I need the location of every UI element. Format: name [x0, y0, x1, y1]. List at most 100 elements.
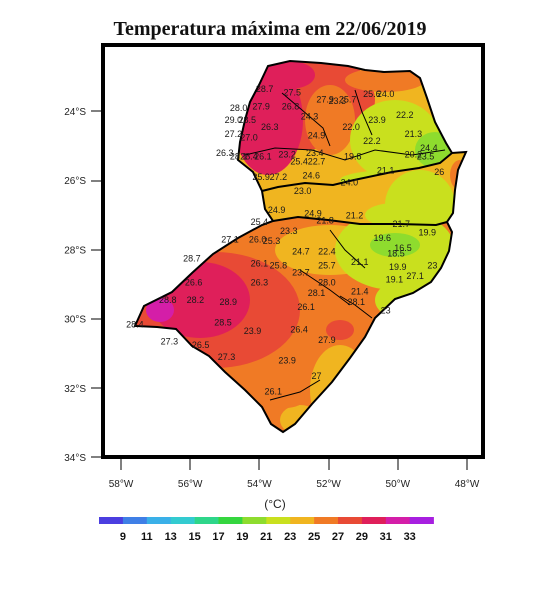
- station-value: 28.4: [240, 151, 258, 161]
- colorbar-segment: [146, 517, 171, 524]
- colorbar-segment: [122, 517, 148, 524]
- station-value: 23: [427, 260, 437, 270]
- station-value: 24.3: [301, 112, 319, 122]
- station-value: 21.1: [377, 165, 395, 175]
- station-value: 24.0: [341, 177, 359, 187]
- station-value: 26.3: [261, 122, 279, 132]
- latitude-tick-label: 26°S: [64, 176, 86, 187]
- station-value: 25.6: [363, 89, 381, 99]
- station-value: 19.6: [373, 233, 391, 243]
- longitude-labels: 58°W 56°W 54°W 52°W 50°W 48°W: [109, 479, 480, 490]
- station-value: 27: [311, 371, 321, 381]
- station-value: 27.5: [284, 87, 302, 97]
- station-value: 25.9: [252, 172, 270, 182]
- station-value: 28.1: [308, 288, 326, 298]
- station-value: 22.2: [396, 110, 414, 120]
- station-value: 19.1: [386, 274, 404, 284]
- station-value: 24.9: [268, 205, 286, 215]
- axis-ticks: [91, 110, 468, 470]
- colorbar-label: 11: [141, 531, 153, 543]
- longitude-tick-label: 58°W: [109, 479, 134, 490]
- station-value: 28.0: [318, 278, 336, 288]
- station-value: 29.0: [225, 115, 243, 125]
- station-value: 24.7: [292, 247, 310, 257]
- station-value: 27.9: [318, 335, 336, 345]
- latitude-tick-label: 24°S: [64, 107, 86, 118]
- station-value: 21.1: [351, 257, 369, 267]
- station-value: 27.1: [406, 271, 424, 281]
- station-value: 26.1: [264, 387, 282, 397]
- colorbar-segment: [314, 517, 339, 524]
- colorbar-label: 29: [356, 531, 368, 543]
- colorbar-segment: [290, 517, 315, 524]
- station-value: 22.0: [342, 122, 360, 132]
- station-value: 19.9: [389, 262, 407, 272]
- station-value: 26.1: [297, 302, 315, 312]
- colorbar-segment: [409, 517, 434, 524]
- station-value: 24.6: [303, 170, 321, 180]
- station-value: 28.5: [214, 318, 232, 328]
- colorbar-segment: [170, 517, 195, 524]
- station-value: 25.4: [290, 157, 308, 167]
- longitude-tick-label: 48°W: [455, 479, 480, 490]
- station-value: 28.8: [159, 295, 177, 305]
- station-value: 26.8: [282, 101, 300, 111]
- station-value: 28.2: [187, 295, 205, 305]
- station-value: 23.9: [368, 115, 386, 125]
- longitude-tick-label: 52°W: [316, 479, 341, 490]
- station-value: 23.2: [278, 150, 296, 160]
- station-value: 19.8: [344, 151, 362, 161]
- station-value: 22.2: [363, 136, 381, 146]
- station-value: 20.2: [405, 150, 423, 160]
- colorbar-label: 13: [165, 531, 177, 543]
- colorbar-segment: [194, 517, 219, 524]
- latitude-tick-label: 32°S: [64, 384, 86, 395]
- colorbar-label: 9: [120, 531, 126, 543]
- station-value: 23.9: [278, 356, 296, 366]
- station-value: 27.1: [221, 234, 239, 244]
- station-value: 28.1: [348, 297, 366, 307]
- longitude-tick-label: 54°W: [247, 479, 272, 490]
- station-value: 26.4: [290, 324, 308, 334]
- station-value: 23.9: [244, 326, 262, 336]
- station-value: 23.0: [294, 186, 312, 196]
- station-value: 21.3: [405, 129, 423, 139]
- longitude-tick-label: 50°W: [386, 479, 411, 490]
- station-value: 22.4: [318, 247, 336, 257]
- station-value: 21.8: [316, 215, 334, 225]
- station-value: 21.7: [392, 219, 410, 229]
- station-value: 28.9: [219, 297, 237, 307]
- station-value: 19.9: [418, 228, 436, 238]
- colorbar-segment: [99, 517, 124, 524]
- colorbar-label: 25: [308, 531, 320, 543]
- colorbar-label: 27: [332, 531, 344, 543]
- station-value: 24.4: [420, 143, 438, 153]
- colorbar-segment: [361, 517, 387, 524]
- station-value: 25.7: [339, 94, 357, 104]
- station-value: 25.7: [318, 260, 336, 270]
- station-value: 27.3: [161, 337, 179, 347]
- station-value: 27.3: [218, 352, 236, 362]
- colorbar-segment: [242, 517, 267, 524]
- station-value: 26.1: [254, 151, 272, 161]
- colorbar: [99, 517, 434, 524]
- map-title: Temperatura máxima em 22/06/2019: [113, 18, 427, 40]
- longitude-tick-label: 56°W: [178, 479, 203, 490]
- latitude-labels: 24°S 26°S 28°S 30°S 32°S 34°S: [64, 107, 86, 464]
- station-value: 27.2: [225, 129, 243, 139]
- station-value: 24.9: [308, 131, 326, 141]
- colorbar-label: 33: [404, 531, 416, 543]
- station-value: 28.7: [183, 254, 201, 264]
- station-value: 22.7: [308, 157, 326, 167]
- station-value: 27.9: [252, 101, 270, 111]
- station-value: 27.9: [316, 94, 334, 104]
- colorbar-segment: [338, 517, 363, 524]
- station-value: 28.1: [230, 151, 248, 161]
- station-value: 23: [381, 305, 391, 315]
- unit-label: (°C): [264, 497, 286, 511]
- state-borders: [133, 59, 468, 434]
- colorbar-segment: [385, 517, 410, 524]
- station-value: 26.3: [251, 278, 269, 288]
- colorbar-label: 21: [260, 531, 272, 543]
